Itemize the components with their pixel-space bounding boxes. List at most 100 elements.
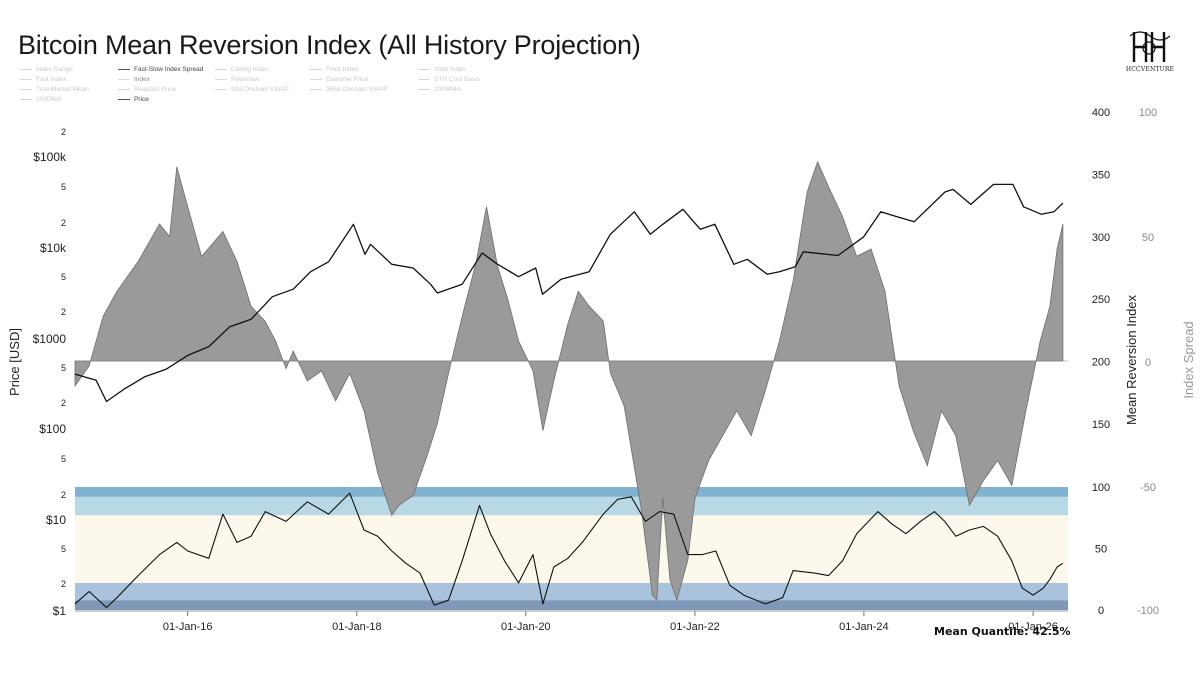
x-tick-label: 01-Jan-18 (332, 621, 382, 633)
left-tick-label: $10 (46, 513, 66, 527)
legend-swatch (20, 68, 32, 70)
left-tick-label: 5 (61, 272, 66, 282)
mri-tick-label: 200 (1092, 357, 1110, 369)
legend-item: Index Range (20, 66, 73, 74)
spread-tick-label: 50 (1142, 232, 1154, 244)
quantile-band (75, 600, 1068, 610)
left-axis-ticks: $1 2 5 $10 2 5 $100 2 5 $1000 2 5 $10k 2 5 $100k 2 (33, 127, 67, 618)
legend-swatch (418, 88, 430, 90)
legend-item: 90d-Onchain VWAP (215, 86, 289, 94)
left-tick-label: 2 (61, 490, 66, 500)
left-tick-label: 2 (61, 307, 66, 317)
mean-quantile-label: Mean Quantile: 42.5% (934, 625, 1071, 638)
mri-lower-tick-label: 0 (1098, 605, 1104, 617)
left-tick-label: $1000 (33, 332, 67, 346)
quantile-band (75, 515, 1068, 583)
mri-tick-label: 250 (1092, 294, 1110, 306)
x-tick-label: 01-Jan-22 (670, 621, 720, 633)
spread-tick-label: -50 (1140, 482, 1156, 494)
x-tick-label: 01-Jan-16 (163, 621, 213, 633)
left-tick-label: 5 (61, 544, 66, 554)
legend-swatch (215, 88, 227, 90)
legend-item: Fast-Slow Index Spread (118, 66, 203, 74)
legend-swatch (118, 68, 130, 70)
legend-label: Powerlaw (231, 76, 260, 83)
right-axis-1-ticks: 400 350 300 250 200 150 100 50 0 (1092, 107, 1110, 617)
quantile-bands (75, 487, 1068, 610)
legend-item: Ceiling Index (215, 66, 269, 74)
chart-title: Bitcoin Mean Reversion Index (All Histor… (18, 30, 641, 60)
legend-item: 365d-Onchain VWAP (310, 86, 388, 94)
legend-label: Index (134, 76, 150, 83)
legend-swatch (418, 68, 430, 70)
price-line (74, 183, 1064, 403)
legend-item: Realized Price (118, 86, 176, 94)
legend-item: True Market Mean (20, 86, 89, 94)
left-tick-label: 2 (61, 398, 66, 408)
legend-swatch (310, 78, 322, 80)
mri-lower-tick-label: 50 (1095, 544, 1107, 556)
left-tick-label: $100 (39, 422, 66, 436)
x-tick-label: 01-Jan-26 (1008, 621, 1058, 633)
left-tick-label: 5 (61, 454, 66, 464)
hh-monogram-logo (1120, 28, 1180, 76)
legend-swatch (20, 88, 32, 90)
spread-tick-label: 100 (1139, 107, 1157, 119)
left-tick-label: $10k (40, 241, 67, 255)
legend-item: Powerlaw (215, 76, 259, 84)
right-axis-2-ticks: 100 50 0 -50 -100 (1137, 107, 1159, 617)
logo-mark (1129, 31, 1171, 62)
mri-lower-tick-label: 100 (1092, 482, 1110, 494)
legend-swatch (118, 98, 130, 100)
left-tick-label: 2 (61, 127, 66, 137)
x-tick-label: 01-Jan-20 (501, 621, 551, 633)
right-axis-1-label: Mean Reversion Index (1124, 294, 1139, 425)
left-tick-label: $1 (53, 604, 67, 618)
left-axis-label: Price [USD] (7, 328, 22, 396)
legend-item: 200WMA (418, 86, 461, 94)
legend-label: Realized Price (134, 86, 176, 93)
legend-label: Index Range (36, 66, 73, 73)
legend-swatch (310, 68, 322, 70)
left-tick-label: 2 (61, 579, 66, 589)
mri-tick-label: 350 (1092, 169, 1110, 181)
legend-swatch (215, 78, 227, 80)
legend-label: STH Cost Basis (434, 76, 480, 83)
spread-tick-label: 0 (1145, 357, 1151, 369)
spread-tick-label: -100 (1137, 605, 1159, 617)
legend-swatch (118, 88, 130, 90)
mri-tick-label: 150 (1092, 419, 1110, 431)
mri-tick-label: 400 (1092, 107, 1110, 119)
legend-item: Price (118, 96, 149, 104)
left-tick-label: 2 (61, 218, 66, 228)
legend-item: STH Cost Basis (418, 76, 480, 84)
legend: Index Range Fast-Slow Index Spread Ceiling… (20, 66, 540, 108)
left-tick-label: $100k (33, 150, 67, 164)
legend-item: Slow Index (418, 66, 466, 74)
legend-swatch (20, 78, 32, 80)
quantile-band (75, 487, 1068, 497)
legend-label: Slow Index (434, 66, 466, 73)
legend-item: Cointime Price (310, 76, 368, 84)
legend-swatch (215, 68, 227, 70)
legend-item: Floor Index (310, 66, 359, 74)
legend-label: 200DMA (36, 96, 62, 103)
left-tick-label: 5 (61, 182, 66, 192)
legend-label: Price (134, 96, 149, 103)
legend-swatch (310, 88, 322, 90)
legend-item: Index (118, 76, 150, 84)
legend-item: Fast Index (20, 76, 66, 84)
legend-label: 200WMA (434, 86, 461, 93)
x-axis-ticks: 01-Jan-16 01-Jan-18 01-Jan-20 01-Jan-22 01-J… (163, 611, 1058, 633)
legend-label: Fast Index (36, 76, 67, 83)
legend-swatch (118, 78, 130, 80)
left-tick-label: 5 (61, 363, 66, 373)
mri-tick-label: 300 (1092, 232, 1110, 244)
quantile-band (75, 496, 1068, 516)
legend-swatch (418, 78, 430, 80)
right-axis-2-label: Index Spread (1181, 321, 1196, 398)
legend-label: Fast-Slow Index Spread (134, 66, 204, 73)
legend-item: 200DMA (20, 96, 61, 104)
legend-label: True Market Mean (36, 86, 89, 93)
